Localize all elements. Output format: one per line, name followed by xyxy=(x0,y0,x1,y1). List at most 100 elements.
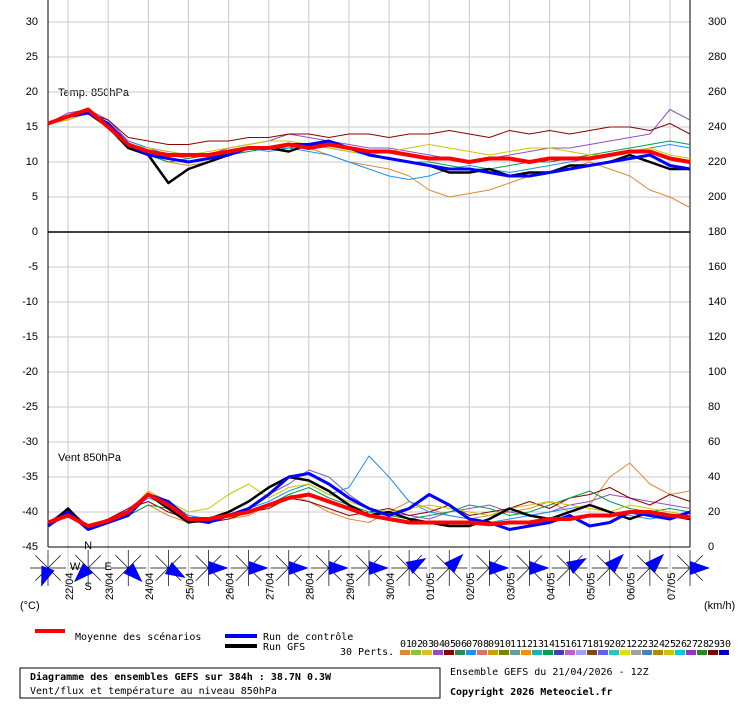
member-label: 22 xyxy=(631,639,643,650)
member-swatch xyxy=(719,650,729,655)
compass-label: E xyxy=(104,561,111,573)
wind-rose xyxy=(444,553,464,573)
rose-axis xyxy=(115,555,142,581)
x-tick-label: 01/05 xyxy=(425,572,437,600)
member-label: 16 xyxy=(565,639,577,650)
y-tick-label: -35 xyxy=(22,471,38,483)
member-label: 02 xyxy=(411,639,423,650)
footer-box xyxy=(19,667,441,699)
x-tick-label: 24/04 xyxy=(144,572,156,600)
member-swatch xyxy=(587,650,597,655)
member-swatch xyxy=(554,650,564,655)
wind-rose xyxy=(288,561,309,575)
member-label: 09 xyxy=(488,639,500,650)
member-swatch xyxy=(532,650,542,655)
x-tick-label: 02/05 xyxy=(465,572,477,600)
member-swatch xyxy=(499,650,509,655)
member-temp-line xyxy=(47,109,691,170)
wind-rose xyxy=(405,558,427,575)
member-label: 05 xyxy=(444,639,456,650)
y-tick-label: 5 xyxy=(32,191,38,203)
member-swatch xyxy=(433,650,443,655)
x-tick-label: 07/05 xyxy=(666,572,678,600)
member-label: 11 xyxy=(510,639,522,650)
member-swatch xyxy=(411,650,421,655)
x-tick-label: 29/04 xyxy=(345,572,357,600)
member-swatch xyxy=(565,650,575,655)
member-swatch xyxy=(576,650,586,655)
member-swatch xyxy=(708,650,718,655)
temp-label: Temp. 850hPa xyxy=(58,87,130,99)
wind-rose xyxy=(604,553,624,573)
wind-rose xyxy=(41,565,55,587)
y2-tick-label: 140 xyxy=(708,296,726,308)
wind-rose xyxy=(123,563,143,583)
member-swatch xyxy=(609,650,619,655)
member-label: 28 xyxy=(697,639,709,650)
y2-unit: (km/h) xyxy=(704,600,735,612)
y2-tick-label: 120 xyxy=(708,331,726,343)
member-wind-line xyxy=(47,487,691,527)
wind-rose xyxy=(566,558,587,575)
temp-line xyxy=(47,111,691,178)
y-tick-label: 15 xyxy=(26,121,38,133)
member-label: 14 xyxy=(543,639,555,650)
member-swatch xyxy=(664,650,674,655)
wind-rose xyxy=(73,563,94,583)
y-tick-label: 30 xyxy=(26,16,38,28)
y-tick-label: -30 xyxy=(22,436,38,448)
y2-tick-label: 300 xyxy=(708,16,726,28)
member-label: 30 xyxy=(719,639,731,650)
member-label: 18 xyxy=(587,639,599,650)
y-tick-label: -20 xyxy=(22,366,38,378)
x-tick-label: 06/05 xyxy=(626,572,638,600)
x-tick-label: 25/04 xyxy=(184,572,196,600)
y-unit: (°C) xyxy=(20,600,40,612)
footer-copyright: Copyright 2026 Meteociel.fr xyxy=(450,686,613,698)
wind-label: Vent 850hPa xyxy=(58,452,122,464)
wind-line xyxy=(47,492,691,528)
x-tick-label: 04/05 xyxy=(545,572,557,600)
member-label: 03 xyxy=(422,639,434,650)
member-swatch xyxy=(686,650,696,655)
member-label: 21 xyxy=(620,639,632,650)
member-label: 06 xyxy=(455,639,467,650)
member-swatch xyxy=(510,650,520,655)
y2-tick-label: 260 xyxy=(708,86,726,98)
member-swatch xyxy=(466,650,476,655)
member-swatch xyxy=(400,650,410,655)
member-label: 24 xyxy=(653,639,665,650)
members-label: 30 Perts. xyxy=(340,647,394,658)
member-swatch xyxy=(455,650,465,655)
x-tick-label: 05/05 xyxy=(586,572,598,600)
member-label: 10 xyxy=(499,639,511,650)
wind-rose xyxy=(328,561,349,575)
wind-rose xyxy=(208,561,229,575)
member-label: 20 xyxy=(609,639,621,650)
member-swatch xyxy=(620,650,630,655)
footer-run: Ensemble GEFS du 21/04/2026 - 12Z xyxy=(450,667,649,678)
legend-label: Moyenne des scénarios xyxy=(75,631,201,643)
x-tick-label: 30/04 xyxy=(385,572,397,600)
y2-tick-label: 100 xyxy=(708,366,726,378)
legend-label: Run GFS xyxy=(263,642,305,653)
member-swatch xyxy=(653,650,663,655)
member-swatch xyxy=(444,650,454,655)
x-tick-label: 23/04 xyxy=(104,572,116,600)
y2-tick-label: 80 xyxy=(708,401,720,413)
member-label: 29 xyxy=(708,639,720,650)
member-temp-line xyxy=(47,112,691,145)
y2-tick-label: 180 xyxy=(708,226,726,238)
wind-line xyxy=(47,472,691,531)
x-tick-label: 27/04 xyxy=(265,572,277,600)
member-swatch xyxy=(697,650,707,655)
wind-rose xyxy=(489,561,510,575)
x-tick-label: 22/04 xyxy=(64,572,76,600)
member-label: 15 xyxy=(554,639,566,650)
member-swatch xyxy=(598,650,608,655)
member-swatch xyxy=(642,650,652,655)
y-tick-label: -25 xyxy=(22,401,38,413)
y2-tick-label: 220 xyxy=(708,156,726,168)
member-label: 07 xyxy=(466,639,478,650)
y2-tick-label: 0 xyxy=(708,541,714,553)
